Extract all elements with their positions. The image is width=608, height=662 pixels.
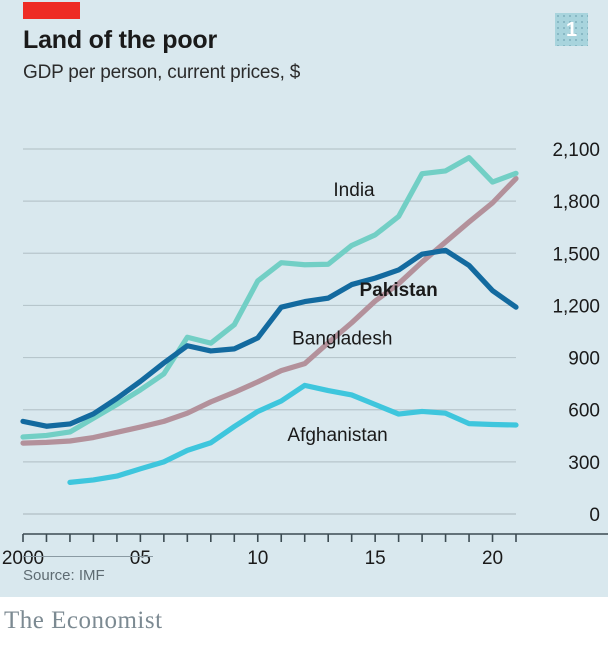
y-axis-tick-label: 600 bbox=[568, 401, 600, 422]
series-line-pakistan bbox=[20, 247, 519, 429]
series-line-afghanistan bbox=[67, 382, 519, 485]
y-axis-tick-label: 1,800 bbox=[552, 192, 600, 213]
y-axis-tick-label: 2,100 bbox=[552, 140, 600, 161]
series-label-india: India bbox=[333, 180, 375, 201]
x-axis-tick-label: 2000 bbox=[2, 548, 44, 569]
brand-footer: The Economist bbox=[0, 597, 608, 662]
y-axis-tick-label: 300 bbox=[568, 453, 600, 474]
x-axis-tick-label: 20 bbox=[482, 548, 503, 569]
series-label-bangladesh: Bangladesh bbox=[292, 329, 392, 350]
y-axis-tick-label: 0 bbox=[589, 505, 600, 526]
x-axis-tick-label: 15 bbox=[365, 548, 386, 569]
x-axis-tick-label: 05 bbox=[130, 548, 151, 569]
economist-wordmark: The Economist bbox=[4, 607, 163, 634]
series-line-india bbox=[20, 155, 519, 440]
x-axis-tick-label: 10 bbox=[247, 548, 268, 569]
line-chart-plot: 0 300 600 900 1,200 1,500 1,800 2,100 2000 05 10 15… bbox=[2, 140, 608, 569]
source-note: Source: IMF bbox=[23, 567, 105, 584]
chart-number-badge: 1 bbox=[555, 13, 588, 46]
y-axis-tick-label: 1,500 bbox=[552, 244, 600, 265]
source-divider bbox=[23, 556, 153, 557]
series-label-pakistan: Pakistan bbox=[360, 280, 438, 301]
page-title: Land of the poor bbox=[23, 26, 217, 54]
series-label-afghanistan: Afghanistan bbox=[287, 425, 387, 446]
economist-red-tab bbox=[23, 2, 80, 19]
y-axis-tick-label: 900 bbox=[568, 349, 600, 370]
y-axis-tick-label: 1,200 bbox=[552, 296, 600, 317]
chart-figure: 1 Land of the poor GDP per person, curre… bbox=[0, 0, 608, 597]
chart-subtitle: GDP per person, current prices, $ bbox=[23, 62, 301, 83]
